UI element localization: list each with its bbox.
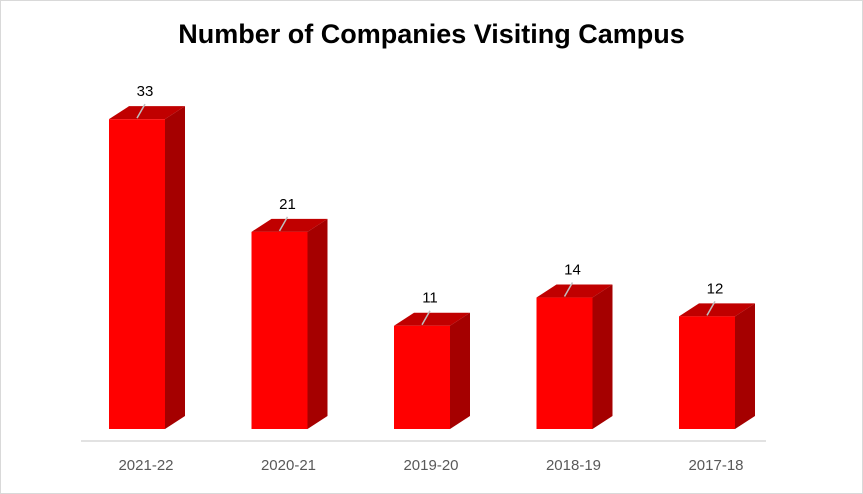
bar-top-face — [536, 284, 613, 298]
bar-top-face — [251, 218, 328, 232]
bars-group — [109, 106, 755, 430]
data-label: 33 — [137, 83, 154, 100]
bar-2021-22 — [109, 106, 185, 430]
chart-title: Number of Companies Visiting Campus — [178, 19, 685, 49]
data-label: 14 — [564, 262, 581, 279]
bar-side-face — [592, 284, 613, 429]
labels-group: 33 2021-22 21 2020-21 11 2019-20 14 2018-19 12 20… — [118, 83, 743, 474]
bar-side-face — [450, 312, 470, 429]
bar-front-face — [109, 119, 165, 430]
data-label-leader — [563, 282, 574, 297]
x-tick-label: 2019-20 — [403, 457, 458, 474]
bar-side-face — [735, 303, 755, 429]
x-tick-label: 2018-19 — [546, 457, 601, 474]
data-label: 21 — [279, 196, 296, 213]
bar-top-face — [679, 303, 755, 317]
bar-front-face — [251, 231, 308, 429]
bar-front-face — [679, 316, 735, 429]
bar-front-face — [394, 325, 450, 429]
data-label: 12 — [707, 280, 724, 297]
bar-side-face — [165, 106, 185, 430]
bar-side-face — [307, 218, 328, 429]
bar-2020-21 — [251, 218, 328, 429]
bar-2017-18 — [679, 303, 755, 429]
bar-top-face — [109, 106, 185, 120]
bar-2019-20 — [394, 312, 470, 429]
bar-2018-19 — [536, 284, 613, 429]
bar-top-face — [394, 312, 470, 326]
x-tick-label: 2020-21 — [261, 457, 316, 474]
x-tick-label: 2021-22 — [118, 457, 173, 474]
x-tick-label: 2017-18 — [688, 457, 743, 474]
data-label-leader — [278, 216, 289, 232]
data-label-leader — [421, 310, 431, 326]
data-label-leader — [136, 103, 146, 119]
data-label: 11 — [422, 290, 438, 307]
bar-front-face — [536, 297, 593, 429]
data-label-leader — [706, 300, 716, 316]
